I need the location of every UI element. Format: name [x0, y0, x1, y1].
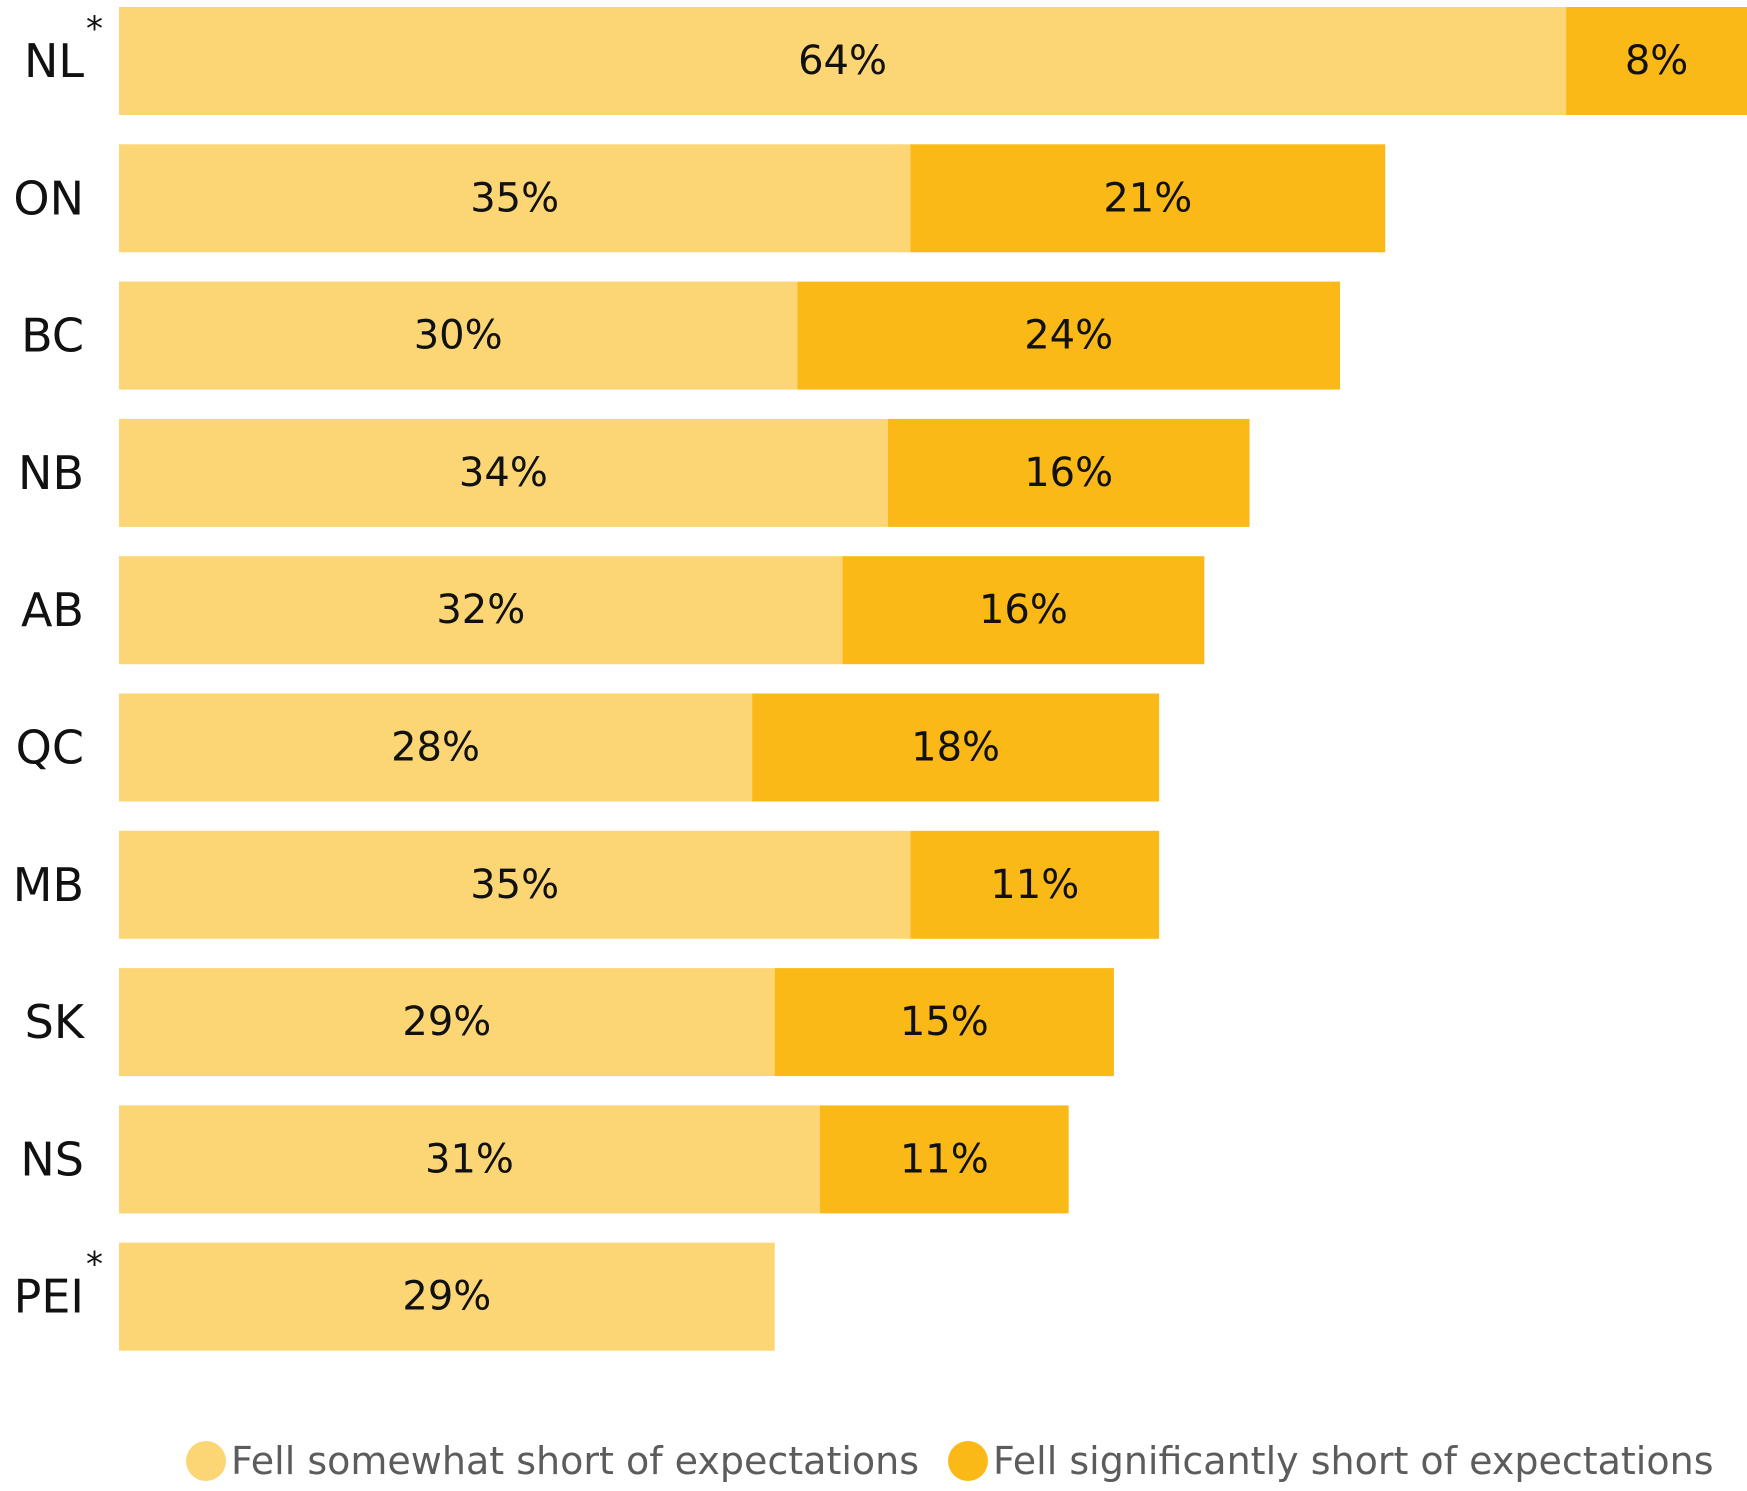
bar-somewhat-ab: [119, 556, 843, 665]
bar-row-on: 35% 21%: [119, 144, 1386, 253]
value-label: 8%: [1625, 38, 1688, 84]
value-label: 35%: [470, 862, 559, 908]
category-label-sk: SK: [25, 995, 86, 1049]
category-label-nb: NB: [18, 446, 84, 500]
value-label: 18%: [911, 725, 1000, 771]
category-label-bc: BC: [21, 309, 84, 363]
value-label: 24%: [1024, 313, 1113, 359]
bar-somewhat-mb: [119, 830, 911, 939]
bar-row-pei: 29%: [119, 1242, 775, 1351]
bar-row-qc: 28% 18%: [119, 693, 1160, 802]
category-label-qc: QC: [16, 721, 84, 775]
category-label-pei: PEI: [14, 1270, 84, 1324]
legend-item-somewhat: Fell somewhat short of expectations: [186, 1439, 919, 1483]
legend: Fell somewhat short of expectations Fell …: [186, 1439, 1714, 1483]
bar-somewhat-pei: [119, 1242, 775, 1351]
category-label-nl: NL: [24, 34, 84, 88]
legend-swatch-icon: [186, 1441, 226, 1481]
bar-row-nl: 64% 8%: [119, 7, 1747, 115]
asterisk-marker: *: [86, 1245, 103, 1285]
value-label: 21%: [1103, 175, 1192, 221]
value-label: 35%: [470, 175, 559, 221]
legend-label: Fell somewhat short of expectations: [231, 1439, 919, 1483]
category-label-mb: MB: [13, 858, 84, 912]
bar-significantly-nl: [1566, 7, 1747, 115]
value-label: 34%: [459, 450, 548, 496]
value-label: 11%: [900, 1136, 989, 1182]
bar-somewhat-nl: [119, 7, 1567, 115]
value-label: 30%: [414, 313, 503, 359]
value-label: 32%: [436, 587, 525, 633]
bar-significantly-nb: [887, 418, 1250, 527]
category-label-on: ON: [13, 171, 84, 225]
bar-row-bc: 30% 24%: [119, 281, 1340, 390]
value-label: 29%: [402, 1274, 491, 1320]
bar-significantly-sk: [774, 968, 1114, 1077]
value-label: 16%: [1024, 450, 1113, 496]
bar-somewhat-ns: [119, 1105, 820, 1214]
legend-item-significantly: Fell significantly short of expectations: [948, 1439, 1714, 1483]
bar-significantly-ns: [819, 1105, 1069, 1214]
bar-row-mb: 35% 11%: [119, 830, 1160, 939]
bar-significantly-ab: [842, 556, 1205, 665]
bars-group: 64% 8% 35% 21% 30% 24% 34% 16% 32% 16% 28% 18% 35% 11…: [119, 7, 1747, 1351]
bar-somewhat-nb: [119, 418, 888, 527]
legend-label: Fell significantly short of expectations: [993, 1439, 1714, 1483]
bar-somewhat-on: [119, 144, 911, 253]
bar-significantly-bc: [797, 281, 1340, 390]
value-label: 16%: [979, 587, 1068, 633]
bar-significantly-mb: [910, 830, 1160, 939]
category-label-ns: NS: [20, 1132, 84, 1186]
bar-somewhat-qc: [119, 693, 753, 802]
bar-somewhat-sk: [119, 968, 775, 1077]
bar-row-sk: 29% 15%: [119, 968, 1114, 1077]
bar-row-ns: 31% 11%: [119, 1105, 1069, 1214]
bar-somewhat-bc: [119, 281, 798, 390]
value-label: 64%: [798, 38, 887, 84]
value-label: 29%: [402, 999, 491, 1045]
bar-significantly-qc: [752, 693, 1160, 802]
bar-row-ab: 32% 16%: [119, 556, 1205, 665]
asterisk-marker: *: [86, 9, 103, 49]
value-label: 11%: [990, 862, 1079, 908]
value-label: 15%: [900, 999, 989, 1045]
bar-significantly-on: [910, 144, 1386, 253]
bar-row-nb: 34% 16%: [119, 418, 1250, 527]
category-label-ab: AB: [21, 583, 84, 637]
value-label: 31%: [425, 1136, 514, 1182]
legend-swatch-icon: [948, 1441, 988, 1481]
value-label: 28%: [391, 725, 480, 771]
